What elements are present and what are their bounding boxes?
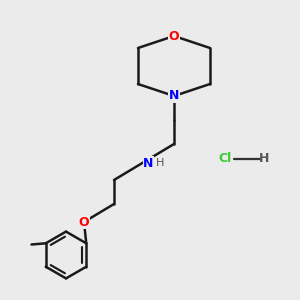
Text: Cl: Cl [218,152,232,166]
Text: N: N [169,89,179,103]
Text: H: H [259,152,269,166]
Text: N: N [143,157,154,170]
Text: O: O [79,215,89,229]
Text: O: O [169,29,179,43]
Text: H: H [156,158,165,169]
